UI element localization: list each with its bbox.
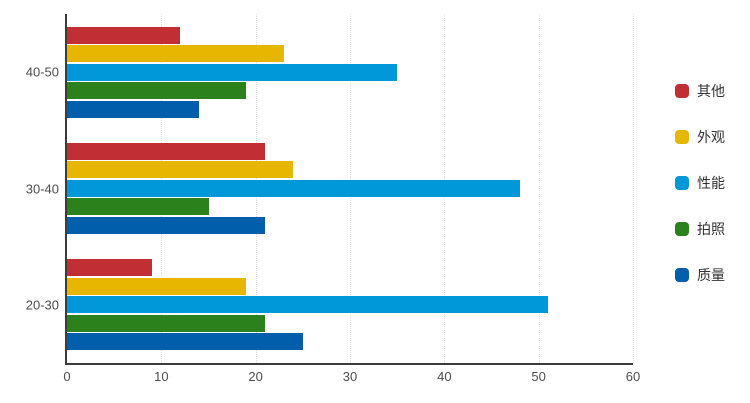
bar-performance-40-50[interactable] [67,63,398,81]
bar-other-30-40[interactable] [67,142,266,160]
legend-label: 拍照 [697,221,725,237]
legend-item-performance[interactable]: 性能 [675,175,725,191]
legend-item-other[interactable]: 其他 [675,83,725,99]
bar-appearance-20-30[interactable] [67,277,247,295]
bar-group-20-30 [67,247,633,363]
legend-marker-appearance-icon [675,130,689,144]
y-axis-label: 30-40 [25,181,59,196]
plot-area [65,14,634,365]
legend-label: 其他 [697,83,725,99]
bar-quality-30-40[interactable] [67,216,266,234]
legend-item-appearance[interactable]: 外观 [675,129,725,145]
x-axis-label: 10 [154,369,169,384]
legend-label: 外观 [697,129,725,145]
x-axis-label: 40 [437,369,452,384]
x-axis-line [65,363,633,365]
x-axis-label: 0 [63,369,71,384]
bar-groups [67,14,633,363]
bar-quality-40-50[interactable] [67,100,200,118]
legend: 其他外观性能拍照质量 [675,83,725,283]
x-axis-label: 50 [531,369,546,384]
y-axis-labels: 40-50 30-40 20-30 [0,14,67,363]
bar-performance-30-40[interactable] [67,179,520,197]
legend-marker-performance-icon [675,176,689,190]
x-axis-labels: 0 10 20 30 40 50 60 [63,369,640,385]
legend-marker-other-icon [675,84,689,98]
legend-item-photo[interactable]: 拍照 [675,221,725,237]
x-axis-label: 60 [625,369,641,384]
bar-performance-20-30[interactable] [67,296,549,314]
x-axis-label: 20 [248,369,263,384]
legend-marker-quality-icon [675,268,689,282]
y-axis-line [65,14,67,363]
y-axis-label: 40-50 [25,64,59,80]
y-axis-label: 20-30 [25,297,59,313]
gridline [538,14,540,363]
legend-item-quality[interactable]: 质量 [675,267,725,283]
bar-photo-40-50[interactable] [67,82,247,100]
bar-photo-20-30[interactable] [67,314,266,332]
legend-label: 性能 [697,175,725,191]
bar-photo-30-40[interactable] [67,198,209,216]
legend-marker-photo-icon [675,222,689,236]
x-axis-label: 30 [342,369,358,384]
gridline [633,14,634,363]
bar-group-40-50 [67,14,633,130]
bar-other-20-30[interactable] [67,259,152,277]
legend-label: 质量 [697,267,725,283]
bar-group-30-40 [67,130,633,246]
bar-quality-20-30[interactable] [67,333,303,351]
bar-appearance-30-40[interactable] [67,161,294,179]
bar-appearance-40-50[interactable] [67,45,284,63]
bar-other-40-50[interactable] [67,26,181,44]
